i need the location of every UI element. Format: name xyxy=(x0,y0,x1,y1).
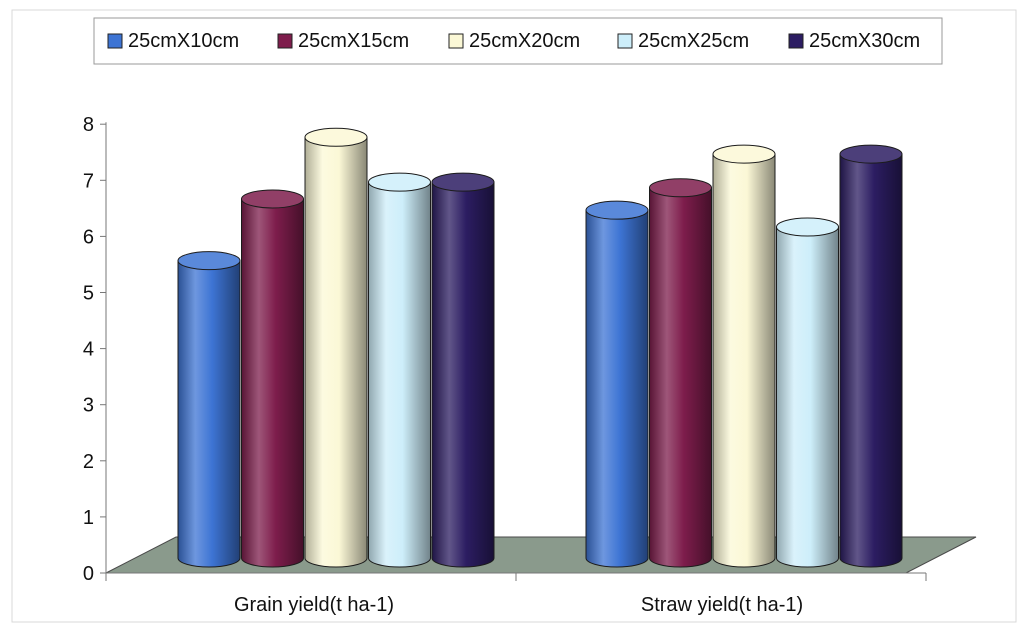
bar-top xyxy=(368,172,431,192)
bar-top xyxy=(712,144,776,164)
y-tick-label: 7 xyxy=(83,170,94,192)
bar xyxy=(839,144,903,568)
bar xyxy=(712,144,776,568)
bar xyxy=(649,178,712,568)
bar xyxy=(431,172,495,568)
bar-body xyxy=(177,260,241,568)
legend-label: 25cmX20cm xyxy=(469,30,580,52)
bar-body xyxy=(839,153,903,568)
y-tick-label: 2 xyxy=(83,451,94,473)
bar xyxy=(177,251,241,568)
bar-top xyxy=(649,178,712,198)
y-axis: 0 1 2 3 4 5 6 7 8 xyxy=(83,114,107,585)
x-axis: Grain yield(t ha-1) Straw yield(t ha-1) xyxy=(105,572,927,616)
y-tick-label: 8 xyxy=(83,114,94,136)
bar-top xyxy=(241,189,304,209)
legend-swatch xyxy=(107,33,123,49)
bar-body xyxy=(649,187,712,568)
legend-swatch xyxy=(617,33,633,49)
bar-top xyxy=(177,251,241,271)
bar-top xyxy=(839,144,903,164)
legend-swatch xyxy=(788,33,804,49)
y-tick-label: 5 xyxy=(83,283,94,305)
bar-body xyxy=(241,198,304,568)
y-tick-label: 4 xyxy=(83,339,94,361)
bar-body xyxy=(712,153,776,568)
x-tick-label: Grain yield(t ha-1) xyxy=(234,594,394,616)
bar-body xyxy=(585,209,649,568)
legend-swatch xyxy=(448,33,464,49)
bar-body xyxy=(304,136,368,568)
bar-body xyxy=(776,226,839,568)
y-tick-label: 3 xyxy=(83,395,94,417)
bar-body xyxy=(431,181,495,568)
legend-label: 25cmX15cm xyxy=(298,30,409,52)
y-tick-label: 6 xyxy=(83,226,94,248)
bars xyxy=(177,127,903,568)
bar-top xyxy=(431,172,495,192)
bar-top xyxy=(776,217,839,237)
legend-label: 25cmX30cm xyxy=(809,30,920,52)
bar xyxy=(241,189,304,568)
legend: 25cmX10cm 25cmX15cm 25cmX20cm 25cmX25cm 25cm… xyxy=(93,17,943,65)
bar xyxy=(776,217,839,568)
bar-top xyxy=(585,200,649,220)
y-tick-label: 0 xyxy=(83,563,94,585)
y-tick-label: 1 xyxy=(83,507,94,529)
legend-label: 25cmX25cm xyxy=(638,30,749,52)
x-tick-label: Straw yield(t ha-1) xyxy=(641,594,803,616)
bar xyxy=(304,127,368,568)
bar-body xyxy=(368,181,431,568)
legend-swatch xyxy=(277,33,293,49)
legend-label: 25cmX10cm xyxy=(128,30,239,52)
bar xyxy=(585,200,649,568)
bar xyxy=(368,172,431,568)
bar-top xyxy=(304,127,368,147)
